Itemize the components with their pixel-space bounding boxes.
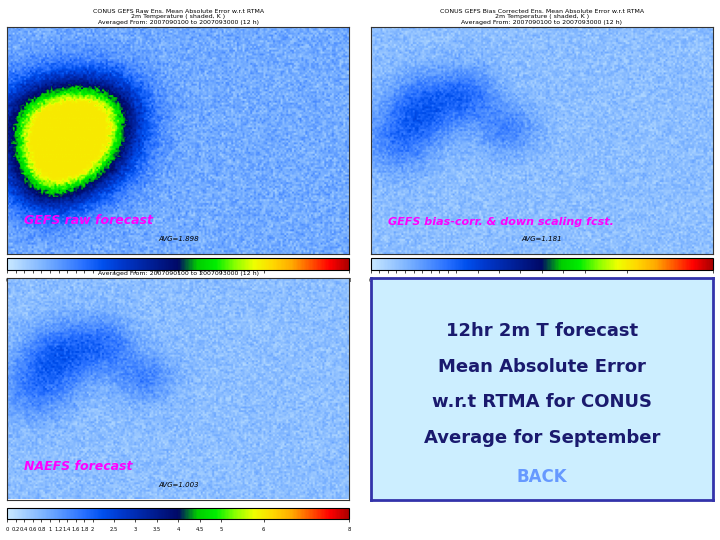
Title: CONUS GEFS Raw Ens. Mean Absolute Error w.r.t RTMA
2m Temperature ( shaded, K )
: CONUS GEFS Raw Ens. Mean Absolute Error … bbox=[93, 9, 264, 25]
Text: Average for September: Average for September bbox=[423, 429, 660, 447]
Title: CONUS GEFS Bias Corrected Ens. Mean Absolute Error w.r.t RTMA
2m Temperature ( s: CONUS GEFS Bias Corrected Ens. Mean Abso… bbox=[440, 9, 644, 25]
Title: Averaged From: 2007090100 to 2007093000 (12 h): Averaged From: 2007090100 to 2007093000 … bbox=[98, 271, 258, 276]
Text: 12hr 2m T forecast: 12hr 2m T forecast bbox=[446, 322, 638, 340]
Text: NAEFS forecast: NAEFS forecast bbox=[24, 460, 132, 473]
Text: GEFS bias-corr. & down scaling fcst.: GEFS bias-corr. & down scaling fcst. bbox=[388, 217, 613, 227]
Text: AVG=1.898: AVG=1.898 bbox=[158, 237, 199, 242]
Text: BACK: BACK bbox=[516, 468, 567, 487]
Text: GEFS raw forecast: GEFS raw forecast bbox=[24, 214, 153, 227]
Text: AVG=1.181: AVG=1.181 bbox=[521, 237, 562, 242]
Text: AVG=1.003: AVG=1.003 bbox=[158, 482, 199, 488]
Text: Mean Absolute Error: Mean Absolute Error bbox=[438, 357, 646, 376]
Text: w.r.t RTMA for CONUS: w.r.t RTMA for CONUS bbox=[432, 393, 652, 411]
